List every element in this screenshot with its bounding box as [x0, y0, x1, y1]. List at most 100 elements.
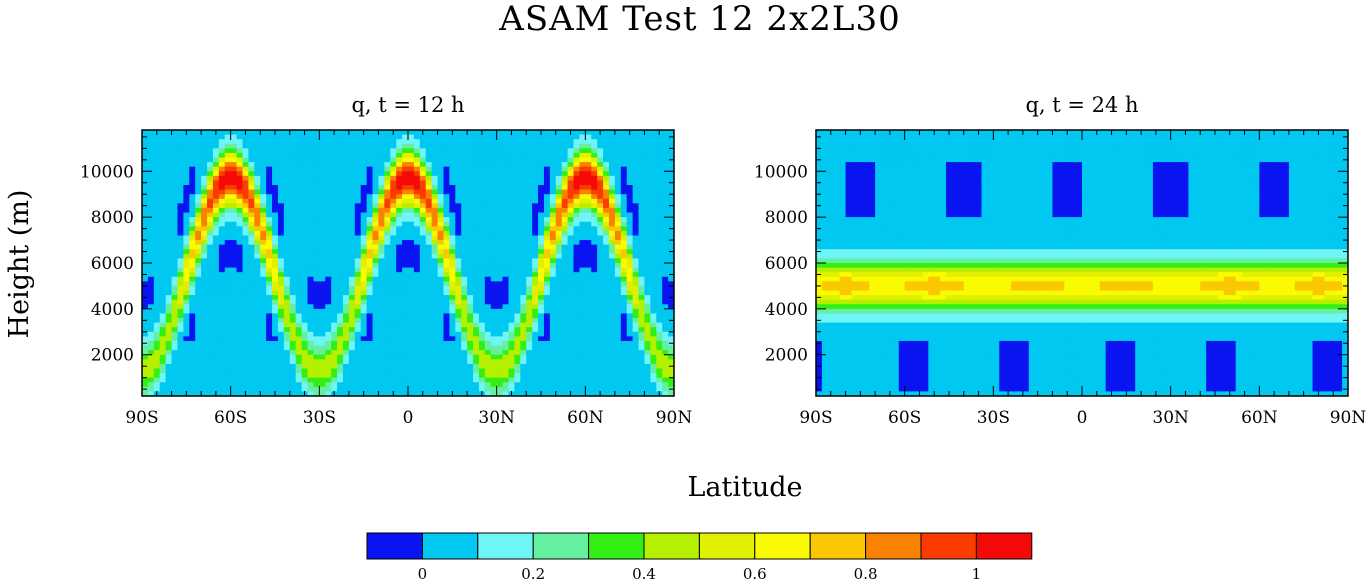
contour-cell: [272, 212, 279, 218]
contour-cell: [230, 382, 238, 388]
contour-cell: [189, 350, 196, 356]
contour-cell: [402, 194, 409, 200]
contour-cell: [171, 318, 179, 324]
contour-cell: [644, 207, 651, 214]
contour-cell: [378, 272, 385, 278]
contour-cell: [626, 194, 634, 200]
contour-cell: [337, 322, 344, 328]
contour-cell: [171, 350, 179, 356]
contour-cell: [532, 318, 539, 324]
contour-cell: [508, 230, 515, 237]
contour-cell: [650, 299, 657, 305]
contour-cell: [526, 221, 533, 227]
contour-cell: [538, 175, 545, 182]
contour-cell: [384, 249, 391, 255]
contour-cell: [195, 139, 202, 145]
contour-cell: [313, 313, 320, 319]
contour-cell: [337, 157, 344, 163]
contour-cell: [242, 253, 249, 260]
contour-cell: [549, 175, 557, 182]
contour-cell: [449, 240, 456, 246]
contour-cell: [248, 235, 255, 241]
contour-cell: [242, 194, 249, 200]
contour-cell: [254, 221, 261, 227]
contour-cell: [218, 203, 226, 209]
contour-cell: [153, 162, 161, 168]
contour-cell: [242, 263, 249, 269]
contour-cell: [443, 263, 450, 269]
contour-cell: [325, 221, 332, 227]
contour-cell: [396, 162, 403, 168]
contour-cell: [201, 359, 208, 365]
contour-cell: [413, 276, 421, 282]
contour-cell: [656, 318, 663, 324]
contour-cell: [165, 180, 173, 186]
contour-cell: [307, 134, 315, 140]
contour-cell: [277, 308, 285, 315]
contour-cell: [159, 180, 167, 186]
contour-cell: [478, 249, 486, 255]
contour-cell: [543, 152, 551, 159]
contour-cell: [277, 272, 285, 278]
contour-cell: [183, 198, 190, 204]
contour-cell: [419, 285, 427, 292]
contour-cell: [614, 198, 622, 204]
contour-cell: [171, 345, 179, 351]
contour-cell: [425, 267, 433, 273]
contour-cell: [496, 207, 504, 214]
contour-cell: [620, 217, 628, 223]
contour-cell: [313, 345, 320, 351]
contour-cell: [532, 377, 539, 383]
contour-cell: [662, 318, 669, 324]
contour-cell: [177, 359, 184, 365]
contour-cell: [626, 166, 634, 172]
contour-cell: [142, 354, 149, 360]
contour-cell: [632, 345, 640, 351]
contour-cell: [307, 207, 315, 214]
contour-cell: [372, 194, 380, 200]
contour-cell: [508, 217, 515, 223]
contour-cell: [307, 373, 315, 379]
contour-cell: [147, 263, 155, 269]
contour-cell: [484, 327, 492, 333]
contour-cell: [408, 212, 415, 218]
panel-left-title: q, t = 12 h: [351, 93, 464, 117]
contour-cell: [656, 139, 663, 145]
contour-cell: [431, 171, 439, 177]
contour-cell: [260, 285, 267, 292]
contour-cell: [620, 198, 628, 204]
contour-cell: [372, 235, 380, 241]
contour-cell: [585, 281, 592, 287]
contour-cell: [319, 281, 326, 287]
contour-cell: [656, 226, 663, 232]
contour-cell: [603, 272, 610, 278]
contour-cell: [656, 207, 663, 214]
contour-cell: [254, 157, 261, 163]
contour-cell: [313, 230, 320, 237]
contour-cell: [189, 217, 196, 223]
contour-cell: [396, 175, 403, 182]
contour-cell: [207, 207, 214, 214]
contour-cell: [543, 336, 551, 342]
contour-cell: [437, 331, 445, 337]
contour-cell: [313, 217, 320, 223]
contour-cell: [408, 313, 415, 319]
contour-cell: [620, 139, 628, 145]
contour-cell: [473, 336, 480, 342]
contour-cell: [532, 285, 539, 292]
contour-cell: [325, 171, 332, 177]
contour-cell: [461, 194, 468, 200]
contour-cell: [573, 263, 581, 269]
contour-cell: [408, 295, 415, 301]
contour-cell: [360, 304, 368, 310]
contour-cell: [390, 162, 397, 168]
contour-cell: [301, 180, 309, 186]
contour-cell: [319, 148, 326, 154]
contour-cell: [319, 157, 326, 163]
contour-cell: [656, 152, 663, 159]
contour-cell: [626, 267, 634, 273]
contour-cell: [455, 253, 462, 260]
contour-cell: [549, 240, 557, 246]
contour-cell: [597, 207, 604, 214]
contour-cell: [632, 340, 640, 347]
